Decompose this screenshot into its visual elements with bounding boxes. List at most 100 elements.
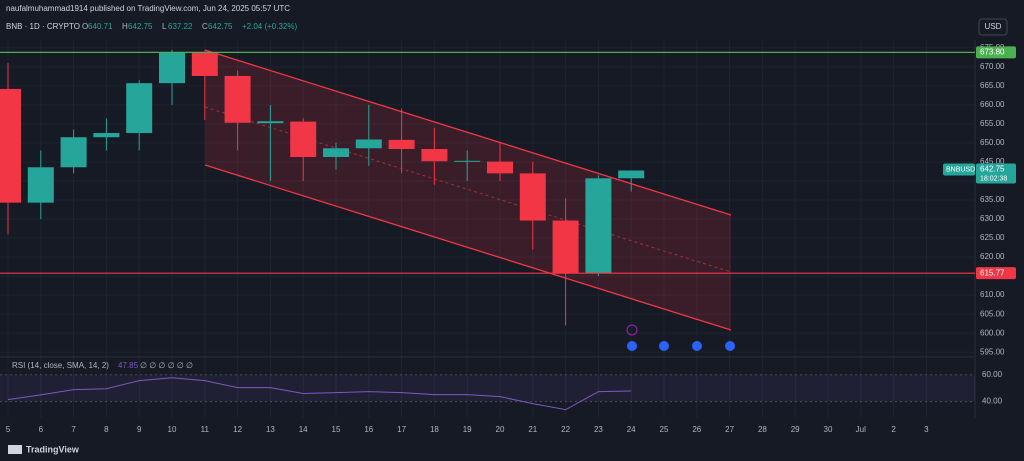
candle-body	[257, 121, 284, 124]
ohlc-key: L	[162, 22, 167, 31]
x-tick-label: Jul	[856, 425, 866, 434]
rsi-last: 47.85	[118, 361, 139, 370]
candle-body	[519, 173, 546, 221]
event-icons	[626, 324, 735, 351]
footer-brand: TradingView	[26, 444, 80, 454]
y-tick-label: 655.00	[980, 119, 1005, 128]
level-tag	[976, 267, 1016, 280]
x-tick-label: 3	[924, 425, 929, 434]
x-tick-label: 9	[137, 425, 142, 434]
event-icon[interactable]	[659, 341, 669, 351]
rsi-placeholders: ∅ ∅ ∅ ∅ ∅ ∅	[140, 361, 193, 370]
x-tick-label: 15	[332, 425, 341, 434]
candle-body	[323, 148, 349, 158]
candle-body	[27, 167, 54, 203]
price-tag-box	[976, 163, 1016, 184]
x-tick-label: 10	[168, 425, 177, 434]
x-tick-label: 16	[364, 425, 373, 434]
y-tick-label: 650.00	[980, 138, 1005, 147]
candle-body	[159, 52, 185, 84]
currency-label[interactable]: USD	[985, 22, 1002, 31]
candle-body	[552, 220, 579, 274]
x-tick-label: 5	[6, 425, 11, 434]
x-tick-label: 20	[496, 425, 505, 434]
y-tick-label: 635.00	[980, 195, 1005, 204]
x-tick-label: 12	[233, 425, 242, 434]
y-tick-label: 620.00	[980, 252, 1005, 261]
x-tick-label: 27	[725, 425, 734, 434]
rsi-line	[7, 377, 632, 411]
candle-body	[126, 83, 153, 134]
x-tick-label: 2	[891, 425, 896, 434]
x-tick-label: 28	[758, 425, 767, 434]
candle-body	[60, 137, 87, 168]
level-tag	[976, 46, 1016, 59]
price-tag-symbol: BNBUSD	[946, 166, 975, 173]
price-tag-countdown: 18:02:38	[980, 175, 1007, 182]
x-tick-label: 18	[430, 425, 439, 434]
level-label: 615.77	[980, 268, 1005, 277]
candle-body	[454, 160, 481, 162]
x-tick-label: 13	[266, 425, 275, 434]
y-tick-label: 600.00	[980, 328, 1005, 337]
candle-body	[93, 133, 120, 138]
candle-body	[224, 75, 251, 123]
y-tick-label: 625.00	[980, 233, 1005, 242]
candle-body	[0, 88, 21, 203]
x-tick-label: 8	[104, 425, 109, 434]
brand-logo	[8, 445, 22, 454]
y-tick-label: 665.00	[980, 81, 1005, 90]
x-tick-label: 26	[692, 425, 701, 434]
ohlc-key: C	[202, 22, 208, 31]
ohlc-key: O	[82, 22, 88, 31]
candle-body	[421, 149, 448, 162]
x-tick-label: 24	[627, 425, 636, 434]
price-tag-value: 642.75	[980, 165, 1005, 174]
x-tick-label: 30	[824, 425, 833, 434]
x-tick-label: 25	[660, 425, 669, 434]
rsi-band	[0, 374, 975, 402]
event-icon[interactable]	[725, 341, 735, 351]
ohlc-key: H	[122, 22, 128, 31]
ohlc-value: 642.75	[128, 22, 153, 31]
level-label: 673.80	[980, 47, 1005, 56]
x-tick-label: 6	[39, 425, 44, 434]
x-tick-label: 19	[463, 425, 472, 434]
candle-body	[585, 178, 612, 274]
candle-body	[388, 139, 415, 150]
x-tick-label: 29	[791, 425, 800, 434]
y-tick-label: 630.00	[980, 214, 1005, 223]
event-icon[interactable]	[692, 341, 702, 351]
candle-body	[487, 161, 513, 174]
author-line: naufalmuhammad1914 published on TradingV…	[6, 4, 290, 13]
x-tick-label: 14	[299, 425, 308, 434]
event-icon[interactable]	[627, 341, 637, 351]
y-tick-label: 670.00	[980, 62, 1005, 71]
rsi-tick-label: 40.00	[982, 397, 1003, 406]
channel-upper	[204, 49, 732, 216]
candle-body	[355, 139, 382, 149]
x-tick-label: 17	[397, 425, 406, 434]
rsi-tick-label: 60.00	[982, 370, 1003, 379]
event-icon[interactable]	[626, 324, 638, 336]
ohlc-value: 640.71	[88, 22, 113, 31]
symbol-title: BNB · 1D · CRYPTO	[6, 22, 80, 31]
x-tick-label: 22	[561, 425, 570, 434]
y-tick-label: 660.00	[980, 100, 1005, 109]
candle-body	[618, 170, 645, 179]
ohlc-value: 642.75	[208, 22, 233, 31]
y-tick-label: 645.00	[980, 157, 1005, 166]
x-tick-label: 23	[594, 425, 603, 434]
candle-body	[290, 121, 317, 158]
y-tick-label: 605.00	[980, 309, 1005, 318]
channel-lower	[204, 164, 732, 331]
rsi-title: RSI (14, close, SMA, 14, 2)	[12, 361, 109, 370]
candle-body	[191, 52, 218, 76]
y-tick-label: 610.00	[980, 290, 1005, 299]
x-tick-label: 11	[201, 425, 210, 434]
ohlc-value: 637.22	[168, 22, 193, 31]
price-tag	[943, 163, 975, 176]
y-tick-label: 595.00	[980, 347, 1005, 356]
currency-button[interactable]	[978, 18, 1008, 36]
